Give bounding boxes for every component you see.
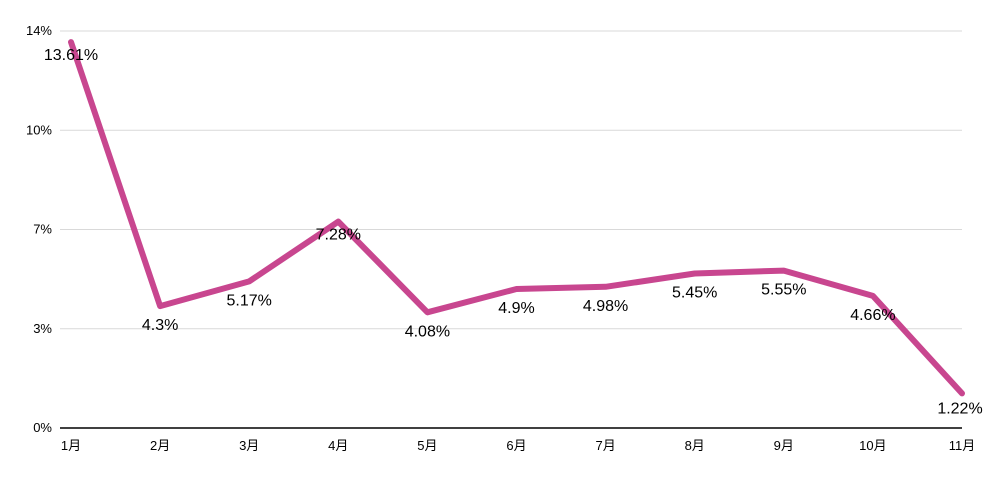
series-line bbox=[68, 39, 965, 397]
x-tick-label: 3月 bbox=[239, 438, 259, 453]
data-label: 4.3% bbox=[142, 317, 178, 334]
data-label: 5.45% bbox=[672, 284, 717, 301]
y-tick-label: 10% bbox=[26, 122, 52, 137]
x-tick-label: 10月 bbox=[859, 438, 886, 453]
x-tick-label: 6月 bbox=[506, 438, 526, 453]
data-label: 4.98% bbox=[583, 298, 628, 315]
data-label: 1.22% bbox=[937, 400, 982, 417]
data-label: 5.17% bbox=[227, 292, 272, 309]
data-labels: 13.61% 4.3% 5.17% 7.28% 4.08% 4.9% 4.98% 5.45% 5… bbox=[44, 47, 983, 417]
x-axis-ticks: 1月 2月 3月 4月 5月 6月 7月 8月 9月 10月 11月 bbox=[61, 438, 975, 453]
x-tick-label: 2月 bbox=[150, 438, 170, 453]
data-label: 4.66% bbox=[850, 307, 895, 324]
gridlines bbox=[60, 30, 962, 330]
x-tick-label: 5月 bbox=[417, 438, 437, 453]
y-tick-label: 7% bbox=[33, 222, 52, 237]
y-tick-label: 3% bbox=[33, 321, 52, 336]
data-label: 13.61% bbox=[44, 47, 98, 64]
data-label: 5.55% bbox=[761, 282, 806, 299]
data-label: 4.9% bbox=[498, 300, 534, 317]
y-tick-label: 14% bbox=[26, 23, 52, 38]
data-label: 4.08% bbox=[405, 323, 450, 340]
x-tick-label: 4月 bbox=[328, 438, 348, 453]
data-label: 7.28% bbox=[316, 227, 361, 244]
x-tick-label: 1月 bbox=[61, 438, 81, 453]
y-tick-label: 0% bbox=[33, 420, 52, 435]
x-tick-label: 7月 bbox=[595, 438, 615, 453]
y-axis-ticks: 0% 3% 7% 10% 14% bbox=[26, 23, 52, 435]
x-tick-label: 11月 bbox=[949, 438, 976, 453]
x-tick-label: 9月 bbox=[774, 438, 794, 453]
x-tick-label: 8月 bbox=[685, 438, 705, 453]
